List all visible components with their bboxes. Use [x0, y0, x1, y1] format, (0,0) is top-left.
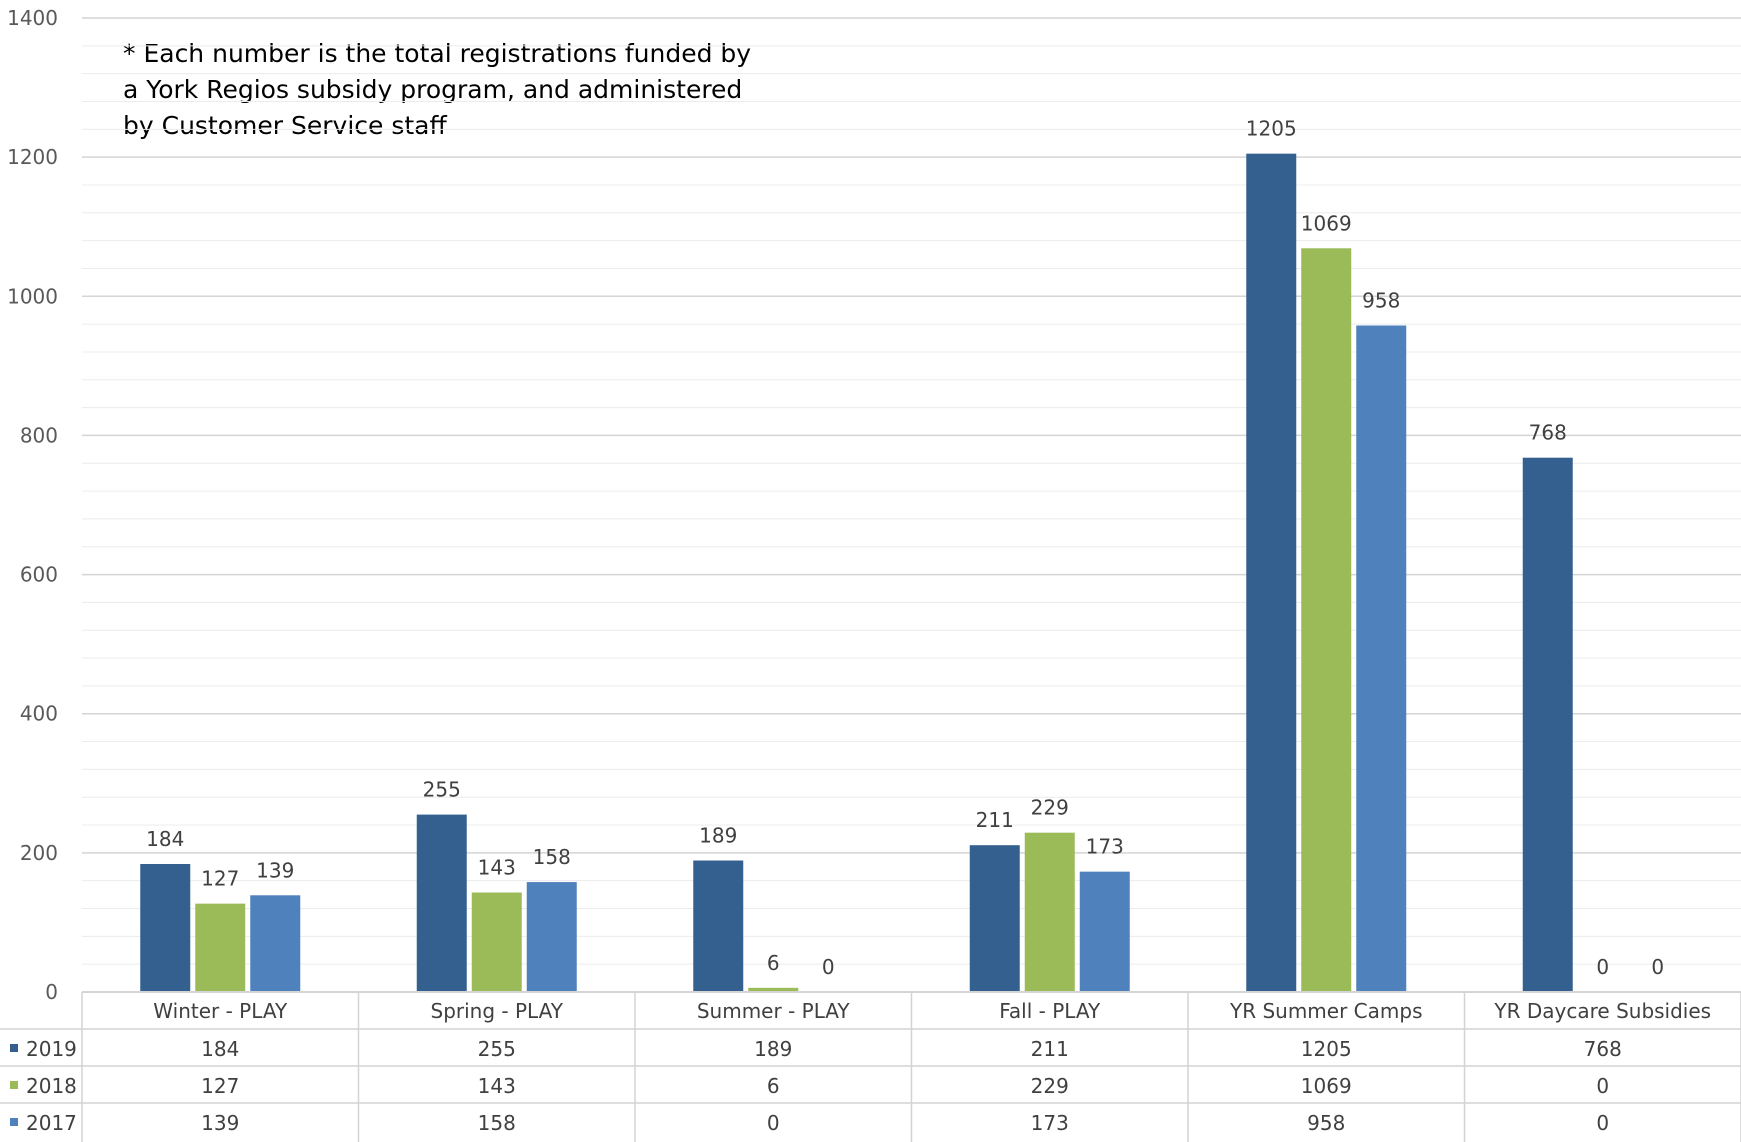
y-tick-label: 400	[20, 702, 58, 726]
table-cell: 0	[767, 1111, 780, 1135]
table-cell: 189	[754, 1037, 792, 1061]
data-label: 158	[533, 845, 571, 869]
legend-label: 2019	[26, 1037, 77, 1061]
chart-annotation: * Each number is the total registrations…	[123, 36, 763, 144]
table-cell: 0	[1596, 1074, 1609, 1098]
data-label: 6	[767, 951, 780, 975]
y-tick-label: 1400	[7, 6, 58, 30]
data-label: 1069	[1301, 211, 1352, 235]
table-cell: 211	[1031, 1037, 1069, 1061]
table-cell: 768	[1584, 1037, 1622, 1061]
bar	[969, 845, 1020, 992]
data-label: 173	[1086, 835, 1124, 859]
legend-swatch	[10, 1081, 18, 1089]
data-table: Winter - PLAY Spring - PLAY Summer - PLAY F…	[0, 991, 1741, 1142]
table-cell: 6	[767, 1074, 780, 1098]
bar	[1079, 871, 1130, 992]
table-cell: 127	[201, 1074, 239, 1098]
x-category-label: Winter - PLAY	[153, 999, 288, 1023]
bar	[140, 863, 191, 992]
data-label: 0	[1651, 955, 1664, 979]
bars	[140, 153, 1573, 993]
data-label: 211	[976, 808, 1014, 832]
bar	[1246, 153, 1297, 992]
data-label: 255	[423, 778, 461, 802]
y-tick-label: 800	[20, 423, 58, 447]
bar	[526, 882, 577, 992]
bar	[250, 895, 301, 992]
data-label: 139	[256, 858, 294, 882]
legend-swatch	[10, 1044, 18, 1052]
table-cell: 158	[478, 1111, 516, 1135]
table-cell: 229	[1031, 1074, 1069, 1098]
data-label: 0	[1596, 955, 1609, 979]
data-label: 127	[201, 867, 239, 891]
bar	[1301, 248, 1352, 992]
table-cell: 255	[478, 1037, 516, 1061]
table-cell: 143	[478, 1074, 516, 1098]
x-category-label: Fall - PLAY	[999, 999, 1101, 1023]
bar	[195, 903, 246, 992]
x-category-label: Spring - PLAY	[431, 999, 564, 1023]
data-labels: 184 255 189 211 1205 768 127 143 6 229 1069 0 139 158…	[146, 117, 1664, 979]
annotation-line: a York Regios subsidy program, and admin…	[123, 75, 743, 104]
y-tick-label: 1000	[7, 284, 58, 308]
bar	[693, 860, 744, 992]
bar	[416, 814, 467, 992]
bar	[471, 892, 522, 992]
y-tick-label: 0	[45, 980, 58, 1004]
table-cell: 1205	[1301, 1037, 1352, 1061]
data-label: 229	[1031, 796, 1069, 820]
bar	[1024, 832, 1075, 992]
table-cell: 184	[201, 1037, 239, 1061]
legend-label: 2018	[26, 1074, 77, 1098]
table-cell: 0	[1596, 1111, 1609, 1135]
data-label: 768	[1529, 421, 1567, 445]
y-tick-label: 1200	[7, 145, 58, 169]
annotation-line: by Customer Service staff	[123, 111, 447, 140]
data-label: 1205	[1246, 117, 1297, 141]
y-tick-label: 600	[20, 563, 58, 587]
bar	[1356, 325, 1407, 992]
data-label: 958	[1362, 289, 1400, 313]
annotation-line: * Each number is the total registrations…	[123, 39, 752, 68]
table-cell: 1069	[1301, 1074, 1352, 1098]
legend-swatch	[10, 1118, 18, 1126]
bar	[748, 987, 799, 992]
x-category-label: YR Summer Camps	[1229, 999, 1423, 1023]
table-cell: 173	[1031, 1111, 1069, 1135]
table-cell: 958	[1307, 1111, 1345, 1135]
x-category-label: Summer - PLAY	[697, 999, 851, 1023]
data-label: 189	[699, 824, 737, 848]
legend-label: 2017	[26, 1111, 77, 1135]
data-label: 0	[822, 955, 835, 979]
data-label: 143	[478, 856, 516, 880]
x-category-label: YR Daycare Subsidies	[1493, 999, 1711, 1023]
bar	[1522, 457, 1573, 993]
y-axis: 0 200 400 600 800 1000 1200 1400	[7, 6, 58, 1004]
y-tick-label: 200	[20, 841, 58, 865]
data-label: 184	[146, 827, 184, 851]
table-cell: 139	[201, 1111, 239, 1135]
gridlines	[82, 17, 1741, 965]
